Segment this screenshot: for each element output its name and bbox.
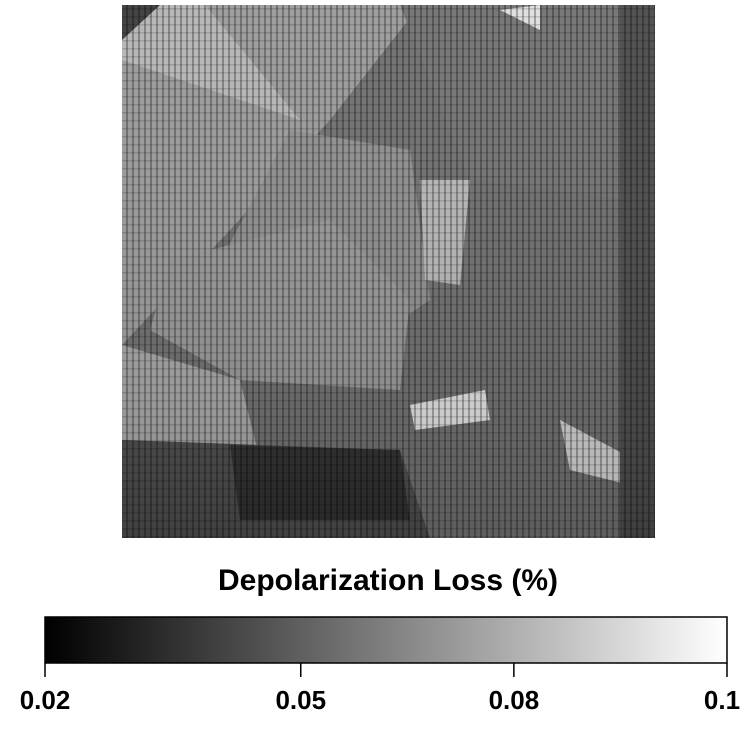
colorbar-tick-label: 0.05 bbox=[275, 685, 326, 715]
colorbar bbox=[44, 616, 728, 664]
colorbar-tick-label: 0.1 bbox=[704, 685, 740, 715]
heatmap-image bbox=[122, 5, 655, 538]
colorbar-tick-label: 0.08 bbox=[489, 685, 540, 715]
colorbar-tick-label: 0.02 bbox=[20, 685, 71, 715]
colorbar-label: Depolarization Loss (%) bbox=[218, 564, 558, 597]
